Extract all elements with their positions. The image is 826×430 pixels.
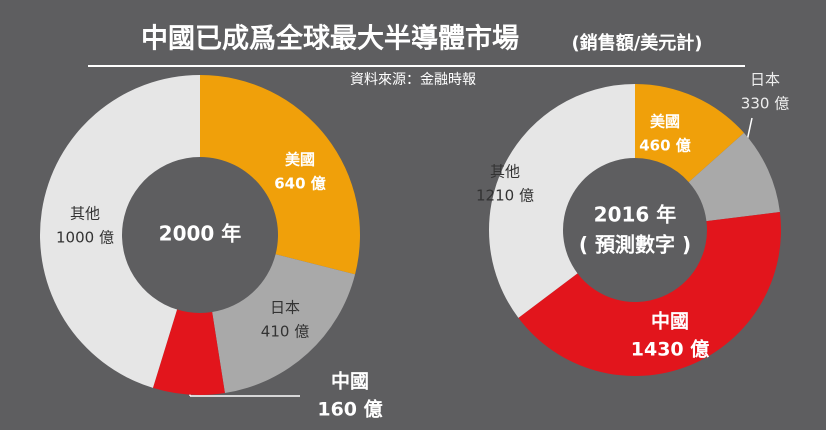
donut-slice	[635, 84, 744, 183]
donut-slice	[39, 75, 200, 388]
slice-category: 其他	[490, 163, 520, 181]
subtitle: (銷售額/美元計)	[571, 32, 702, 54]
slice-category: 美國	[650, 113, 680, 131]
slice-category: 日本	[750, 71, 780, 89]
slice-category: 中國	[331, 370, 369, 393]
donut-slice	[518, 211, 781, 376]
slice-value-label: 160 億	[317, 398, 382, 421]
slice-category: 中國	[651, 310, 689, 333]
slice-category: 其他	[70, 205, 100, 223]
slice-category: 美國	[285, 151, 315, 169]
slice-value-label: 330 億	[741, 95, 789, 113]
donut-slice	[212, 254, 356, 394]
slice-value-label: 410 億	[261, 323, 309, 341]
center-label: ( 預測數字 )	[579, 233, 691, 257]
slice-category: 日本	[270, 299, 300, 317]
center-label: 2016 年	[594, 203, 677, 227]
slice-value-label: 1430 億	[631, 338, 710, 361]
donut-slice	[688, 132, 780, 222]
slice-value-label: 1210 億	[476, 187, 534, 205]
slice-value-label: 640 億	[274, 175, 326, 193]
title: 中國已成爲全球最大半導體市場	[141, 23, 519, 55]
center-label: 2000 年	[159, 222, 242, 246]
donut-slice	[152, 309, 225, 395]
source: 資料來源：金融時報	[350, 72, 476, 88]
slice-value-label: 1000 億	[56, 229, 114, 247]
donut-slice	[200, 75, 361, 275]
donut-slice	[488, 84, 635, 318]
slice-value-label: 460 億	[639, 137, 691, 155]
